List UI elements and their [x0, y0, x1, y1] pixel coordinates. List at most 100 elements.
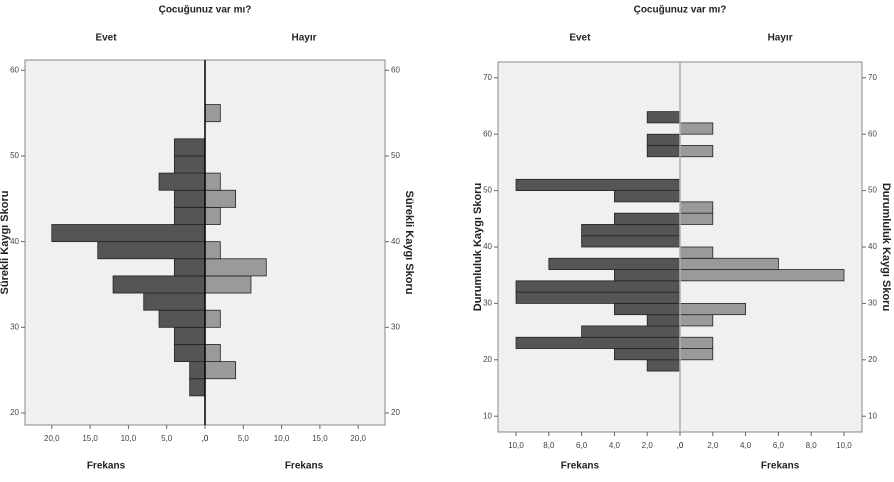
- legend-label: Evet: [569, 33, 591, 44]
- y-tick-label: 30: [483, 299, 492, 308]
- x-tick-label: 8,0: [806, 441, 818, 450]
- bar: [679, 314, 714, 327]
- y-tick-label: 40: [391, 237, 400, 246]
- y-tick-label: 60: [10, 65, 19, 74]
- legend-label: Hayır: [291, 33, 316, 44]
- bar: [646, 314, 681, 327]
- bar: [173, 258, 206, 277]
- bar: [679, 269, 845, 282]
- bar: [158, 309, 206, 328]
- bar: [173, 206, 206, 225]
- y-tick-label: 30: [10, 322, 19, 331]
- bar: [679, 336, 714, 349]
- y-tick-label: 70: [483, 73, 492, 82]
- bar: [189, 361, 206, 380]
- bar: [158, 172, 206, 191]
- legend-label: Hayır: [768, 33, 793, 44]
- bar: [204, 275, 252, 294]
- y-tick-label: 70: [868, 73, 877, 82]
- x-tick-label: ,0: [677, 441, 684, 450]
- y-axis-label: Sürekli Kaygı Skoru: [403, 191, 415, 295]
- y-tick-label: 30: [391, 322, 400, 331]
- x-tick-label: 15,0: [312, 434, 328, 443]
- y-tick-label: 60: [391, 65, 400, 74]
- x-tick-label: 10,0: [836, 441, 852, 450]
- y-axis-label: Sürekli Kaygı Skoru: [0, 191, 11, 295]
- bar: [204, 344, 221, 362]
- x-axis-label: Frekans: [761, 461, 800, 472]
- x-tick-label: 2,0: [707, 441, 719, 450]
- y-axis-label: Durumluluk Kaygı Skoru: [880, 183, 892, 311]
- bar: [581, 235, 681, 248]
- y-tick-label: 20: [391, 408, 400, 417]
- bar: [112, 275, 206, 294]
- bar: [515, 178, 681, 191]
- x-tick-label: 10,0: [508, 441, 524, 450]
- bar: [614, 269, 681, 282]
- bar: [51, 224, 206, 243]
- y-axis-label: Durumluluk Kaygı Skoru: [472, 183, 484, 311]
- bar: [143, 292, 206, 311]
- y-tick-label: 50: [868, 186, 877, 195]
- bar: [679, 212, 714, 225]
- x-tick-label: 4,0: [609, 441, 621, 450]
- bar: [97, 241, 206, 260]
- chart-title: Çocuğunuz var mı?: [634, 5, 727, 16]
- x-tick-label: 2,0: [642, 441, 654, 450]
- bar: [515, 280, 681, 293]
- bar: [679, 348, 714, 361]
- y-tick-label: 20: [483, 355, 492, 364]
- y-tick-label: 10: [868, 411, 877, 420]
- bar: [679, 257, 779, 270]
- y-tick-label: 40: [868, 242, 877, 251]
- bar: [189, 378, 206, 397]
- bar: [204, 206, 221, 225]
- bar: [614, 303, 681, 316]
- bar: [679, 246, 714, 259]
- y-tick-label: 60: [868, 129, 877, 138]
- bar: [679, 303, 746, 316]
- bar: [646, 359, 681, 372]
- bar: [204, 104, 221, 123]
- bar: [679, 201, 714, 214]
- bar: [581, 325, 681, 338]
- bar: [679, 122, 714, 135]
- bar: [614, 190, 681, 203]
- bar: [173, 155, 206, 174]
- x-tick-label: 6,0: [773, 441, 785, 450]
- bar: [548, 257, 681, 270]
- y-tick-label: 50: [10, 151, 19, 160]
- y-tick-label: 40: [483, 242, 492, 251]
- y-tick-label: 20: [868, 355, 877, 364]
- bar: [679, 145, 714, 158]
- x-tick-label: 5,0: [238, 434, 250, 443]
- y-tick-label: 20: [10, 408, 19, 417]
- bar: [515, 336, 681, 349]
- chart-title: Çocuğunuz var mı?: [159, 5, 252, 16]
- bar: [204, 309, 221, 328]
- bar: [515, 291, 681, 304]
- bar: [581, 224, 681, 237]
- x-tick-label: 10,0: [121, 434, 137, 443]
- x-tick-label: 10,0: [274, 434, 290, 443]
- bar: [204, 172, 221, 191]
- x-tick-label: ,0: [202, 434, 209, 443]
- x-tick-label: 20,0: [350, 434, 366, 443]
- bar: [173, 138, 206, 157]
- y-tick-label: 50: [391, 151, 400, 160]
- bar: [204, 241, 221, 260]
- x-axis-label: Frekans: [561, 461, 600, 472]
- bar: [204, 189, 237, 208]
- bar: [646, 111, 681, 124]
- x-axis-label: Frekans: [285, 461, 324, 472]
- legend-label: Evet: [95, 33, 117, 44]
- x-tick-label: ,0: [202, 434, 209, 443]
- x-tick-label: 5,0: [161, 434, 173, 443]
- y-tick-label: 30: [868, 299, 877, 308]
- bar: [646, 133, 681, 146]
- bar: [173, 326, 206, 345]
- x-tick-label: 15,0: [82, 434, 98, 443]
- bar: [204, 361, 237, 380]
- x-tick-label: 6,0: [576, 441, 588, 450]
- bar: [173, 344, 206, 362]
